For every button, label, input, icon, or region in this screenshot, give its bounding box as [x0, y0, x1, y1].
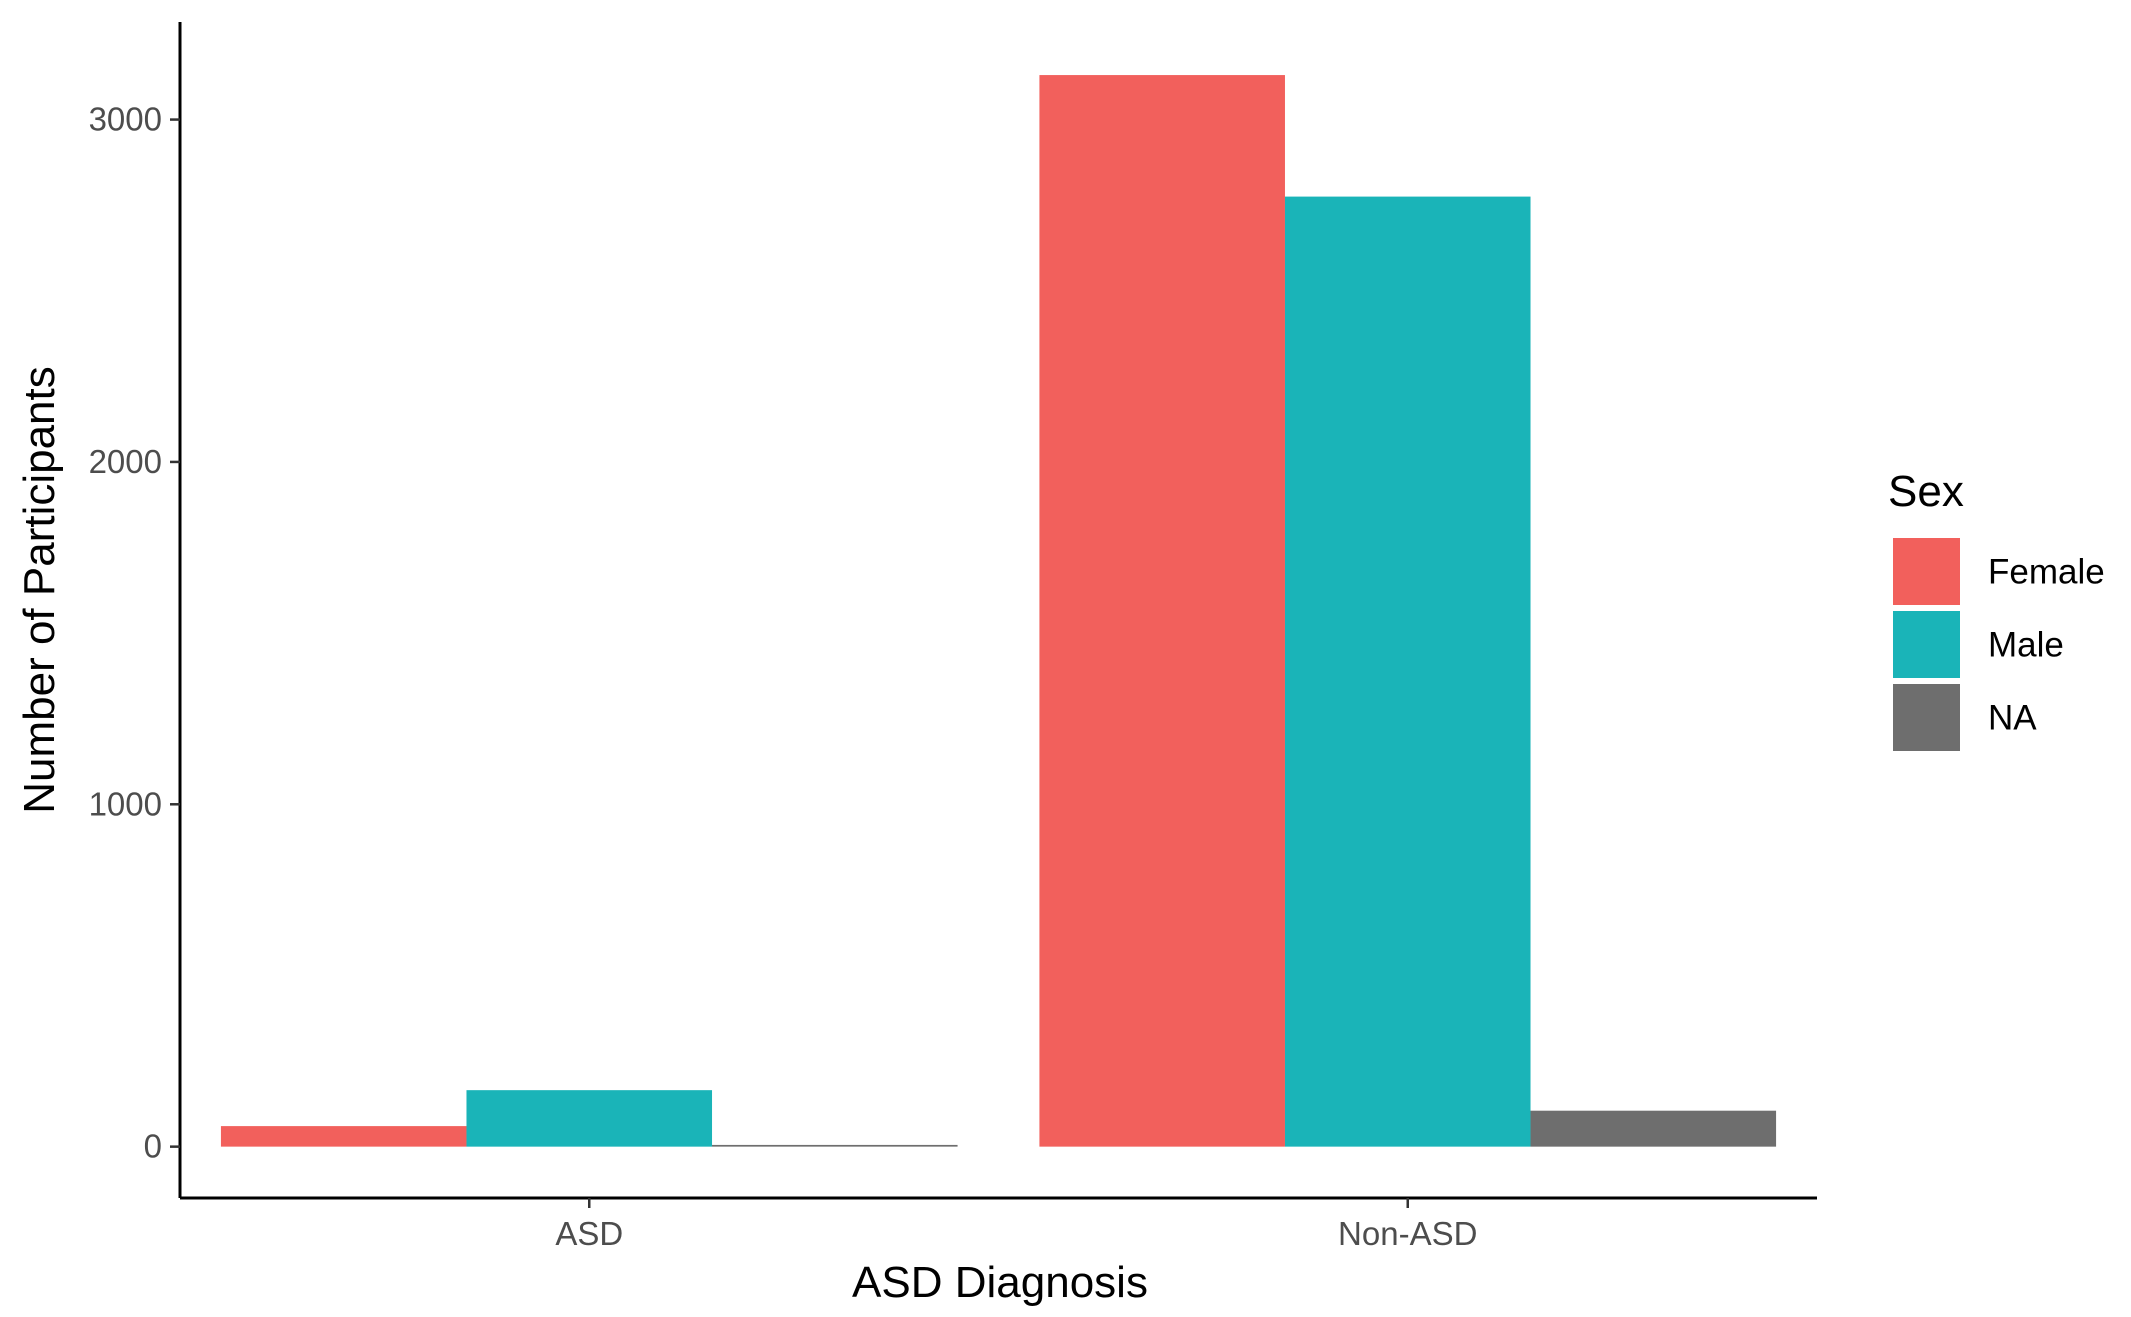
bar-non-asd-male: [1284, 196, 1531, 1147]
y-axis-title: Number of Participants: [15, 366, 64, 814]
bar-non-asd-na: [1530, 1110, 1777, 1147]
legend-label-female: Female: [1988, 553, 2105, 592]
legend-key-na: [1893, 684, 1960, 751]
bar-asd-na: [712, 1144, 958, 1147]
legend-key-female: [1893, 538, 1960, 605]
x-tick-label: ASD: [555, 1215, 623, 1252]
bar-asd-male: [466, 1090, 713, 1147]
axes-layer: 0 1000 2000 3000 ASD Non-ASD: [89, 22, 1817, 1252]
x-axis-title: ASD Diagnosis: [852, 1258, 1148, 1307]
x-tick-label: Non-ASD: [1338, 1215, 1477, 1252]
bar-non-asd-female: [1039, 75, 1285, 1147]
y-tick-label: 3000: [89, 101, 162, 138]
bars-layer: [220, 75, 1777, 1147]
legend-key-male: [1893, 611, 1960, 678]
legend: Sex Female Male NA: [1888, 467, 2105, 751]
legend-label-na: NA: [1988, 699, 2037, 738]
bar-asd-female: [220, 1126, 467, 1147]
y-tick-label: 2000: [89, 443, 162, 480]
legend-title: Sex: [1888, 467, 1964, 516]
y-tick-label: 1000: [89, 785, 162, 822]
y-tick-label: 0: [144, 1128, 162, 1165]
legend-label-male: Male: [1988, 626, 2064, 665]
